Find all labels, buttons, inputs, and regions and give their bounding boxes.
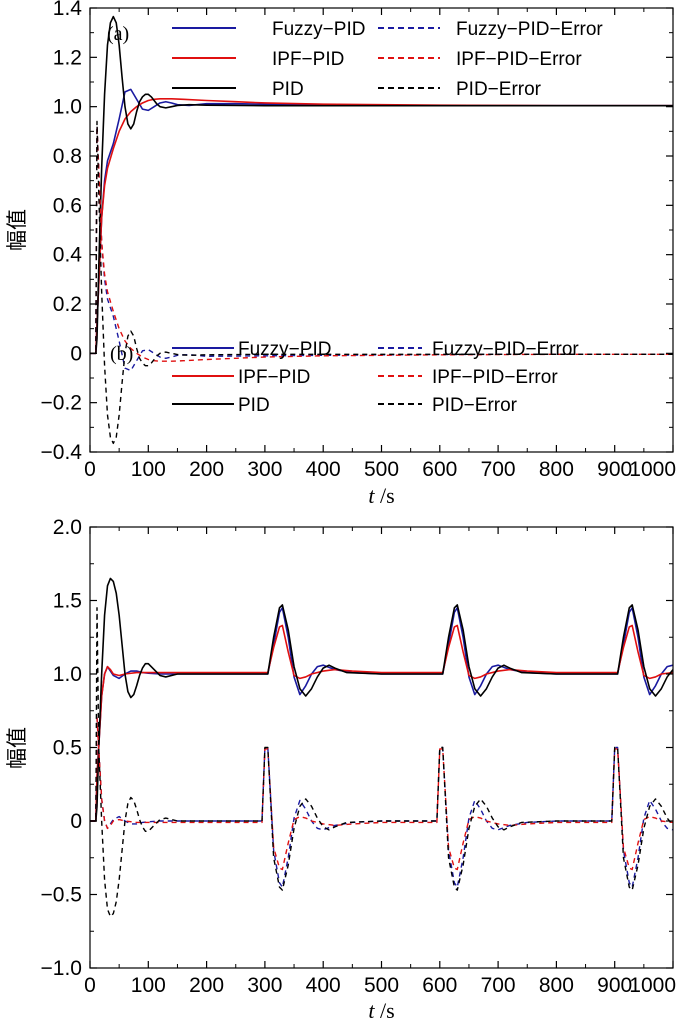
legend: Fuzzy−PID IPF−PID PID Fuzzy−PID−Error IPF−PI…: [172, 19, 603, 100]
x-axis-label: t /s: [368, 998, 394, 1023]
y-tick-label: 0: [70, 342, 82, 365]
x-tick-label: 700: [481, 458, 516, 481]
x-tick-label: 200: [189, 974, 224, 997]
x-tick-label: 100: [131, 974, 166, 997]
y-tick-label: 0.6: [53, 194, 82, 217]
legend-entry-label: IPF−PID−Error: [432, 367, 558, 388]
y-tick-label: 1.4: [53, 0, 83, 20]
y-tick-label: −1.0: [41, 957, 82, 980]
x-tick-label: 500: [364, 974, 399, 997]
x-tick-label: 600: [422, 458, 457, 481]
x-tick-label: 1000: [629, 974, 676, 997]
x-tick-label: 300: [247, 458, 282, 481]
x-tick-label: 200: [189, 458, 224, 481]
y-tick-label: 1.0: [53, 663, 82, 686]
x-axis-label-var: t: [368, 483, 380, 508]
series-line-pid: [90, 577, 673, 822]
legend-entry-label: PID: [272, 79, 304, 100]
x-axis-label: t /s: [368, 483, 394, 508]
series-line-ipf-pid-error: [90, 125, 673, 362]
series-line-fuzzy-pid-error: [90, 125, 673, 372]
x-tick-label: 500: [364, 458, 399, 481]
y-tick-label: 2.0: [53, 516, 82, 539]
x-tick-label: 800: [539, 974, 574, 997]
legend-entry-label: Fuzzy−PID−Error: [456, 19, 603, 40]
y-tick-label: −0.2: [41, 392, 82, 415]
y-axis-label: 幅值: [5, 727, 29, 769]
x-tick-label: 900: [597, 458, 632, 481]
series-line-fuzzy-pid: [90, 88, 673, 355]
legend-entry-label: Fuzzy−PID−Error: [432, 339, 579, 360]
series-group: [90, 15, 673, 445]
legend-entry-label: PID−Error: [432, 395, 518, 416]
y-tick-label: 1.0: [53, 96, 82, 119]
x-axis-label-unit: /s: [380, 998, 395, 1023]
panel-label: (b): [110, 343, 133, 365]
x-tick-label: 300: [247, 974, 282, 997]
series-line-pid-error: [90, 607, 673, 918]
panel-label: (a): [107, 23, 129, 45]
y-tick-label: 0.8: [53, 145, 82, 168]
y-tick-label: 1.5: [53, 590, 82, 613]
legend: Fuzzy−PID IPF−PID PID Fuzzy−PID−Error IPF−PI…: [172, 339, 579, 416]
x-tick-label: 100: [131, 458, 166, 481]
x-axis-label-var: t: [368, 998, 380, 1023]
y-tick-label: −0.4: [41, 441, 83, 464]
x-tick-label: 0: [84, 974, 96, 997]
x-tick-label: 400: [306, 974, 341, 997]
y-tick-label: 0.5: [53, 737, 82, 760]
series-line-ipf-pid: [90, 624, 673, 822]
legend-entry-label: IPF−PID: [238, 367, 310, 388]
legend-entry-label: PID: [238, 395, 270, 416]
series-line-fuzzy-pid: [90, 607, 673, 822]
chart-panel-b: 0 100 200 300 400 500 600 700 800 9001000−1.0−0.5…: [5, 339, 676, 1023]
y-tick-label: 0.4: [53, 244, 83, 267]
series-line-ipf-pid-error: [90, 717, 673, 871]
x-tick-label: 700: [481, 974, 516, 997]
series-line-pid-error: [90, 120, 673, 445]
y-tick-label: −0.5: [41, 884, 82, 907]
x-tick-label: 800: [539, 458, 574, 481]
legend-entry-label: Fuzzy−PID: [238, 339, 331, 360]
legend-entry-label: IPF−PID−Error: [456, 49, 582, 70]
x-tick-label: 0: [84, 458, 96, 481]
x-tick-label: 600: [422, 974, 457, 997]
series-line-fuzzy-pid-error: [90, 717, 673, 888]
plot-frame: [89, 526, 674, 969]
y-tick-label: 0.2: [53, 293, 82, 316]
plot-frame: [89, 7, 674, 453]
series-line-pid: [90, 15, 673, 355]
legend-entry-label: Fuzzy−PID: [272, 19, 365, 40]
legend-entry-label: IPF−PID: [272, 49, 344, 70]
legend-entry-label: PID−Error: [456, 79, 542, 100]
series-line-ipf-pid: [90, 97, 673, 355]
y-tick-label: 1.2: [53, 46, 82, 69]
x-axis-label-unit: /s: [380, 483, 395, 508]
y-tick-label: 0: [70, 810, 82, 833]
y-axis-label: 幅值: [5, 209, 29, 251]
x-tick-label: 1000: [629, 458, 676, 481]
x-tick-label: 900: [597, 974, 632, 997]
x-tick-label: 400: [306, 458, 341, 481]
series-group: [90, 577, 673, 918]
